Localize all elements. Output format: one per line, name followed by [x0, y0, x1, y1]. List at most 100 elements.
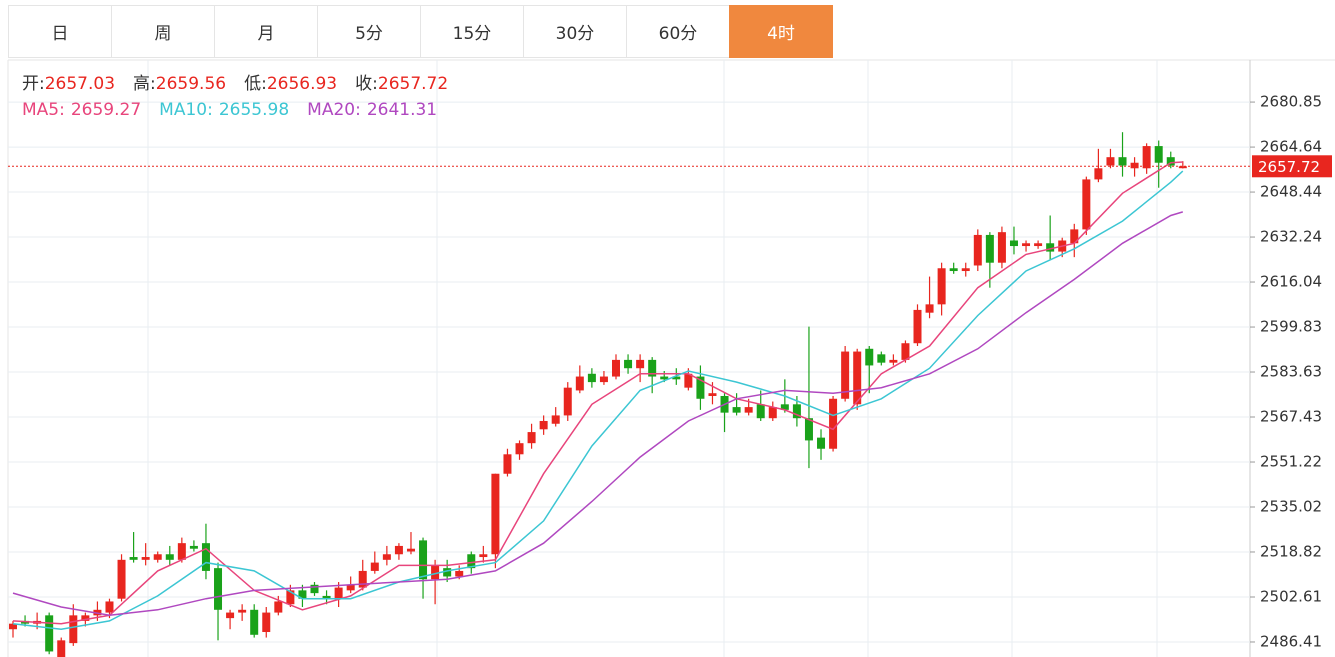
candle-body [238, 609, 247, 613]
candle-body [69, 615, 78, 644]
candle-body [322, 595, 331, 599]
y-tick-label: 2599.83 [1260, 318, 1322, 336]
ma-line [12, 161, 1183, 625]
candle-body [491, 473, 500, 555]
candle-body [624, 359, 633, 369]
candle-body [865, 348, 874, 366]
candle-body [165, 554, 174, 560]
candle-body [575, 376, 584, 391]
candle-body [925, 304, 934, 313]
timeframe-tab[interactable]: 60分 [626, 5, 730, 58]
tab-bar: 日周月 5分 15分 30分 60分 4时 [8, 5, 833, 58]
legend-name: MA10 [159, 100, 207, 120]
ma-line [12, 170, 1184, 630]
candle-body [117, 559, 126, 599]
timeframe-tab[interactable]: 5分 [317, 5, 421, 58]
candle-body [431, 565, 440, 580]
y-tick-label: 2648.44 [1260, 183, 1322, 201]
candle-body [141, 557, 150, 560]
legend-sep: : [59, 100, 65, 120]
candle-body [841, 351, 850, 399]
candle-body [310, 584, 319, 594]
candle-body [1034, 243, 1043, 247]
y-tick-label: 2518.82 [1260, 542, 1322, 560]
candle-body [57, 640, 66, 657]
legend-sep: : [207, 100, 213, 120]
candle-body [479, 554, 488, 558]
legend-value: 2641.31 [367, 100, 437, 120]
candle-body [298, 590, 307, 599]
candle-body [889, 359, 898, 363]
candle-body [877, 354, 886, 363]
y-tick-label: 2535.02 [1260, 498, 1322, 516]
candle-body [949, 268, 958, 272]
candle-body [551, 415, 560, 424]
ma-legend: MA5: 2659.27 MA10: 2655.98 MA20: 2641.31 [22, 100, 437, 120]
candle-body [274, 601, 283, 613]
candle-body [1106, 157, 1115, 166]
candle-body [1082, 179, 1091, 230]
candle-body [455, 570, 464, 577]
candle-body [1118, 157, 1127, 166]
legend-name: MA5 [22, 100, 59, 120]
candle-body [419, 540, 428, 580]
timeframe-tab[interactable]: 月 [214, 5, 318, 58]
price-tag [1252, 155, 1332, 178]
candle-body [153, 554, 162, 560]
candle-body [382, 554, 391, 560]
y-tick-label: 2551.22 [1260, 453, 1322, 471]
candle-body [1178, 166, 1187, 169]
timeframe-tab[interactable]: 30分 [523, 5, 627, 58]
candle-body [443, 568, 452, 577]
ohlc-label: 开: [22, 74, 45, 94]
candle-body [262, 612, 271, 633]
candle-body [684, 373, 693, 388]
y-tick-label: 2486.41 [1260, 632, 1322, 650]
candle-body [901, 343, 910, 360]
candle-body [829, 398, 838, 449]
y-tick-label: 2680.85 [1260, 93, 1322, 111]
timeframe-tab[interactable]: 4时 [729, 5, 833, 58]
candle-body [1154, 146, 1163, 163]
timeframe-tab[interactable]: 15分 [420, 5, 524, 58]
candle-body [1022, 243, 1031, 247]
candle-body [804, 418, 813, 441]
timeframe-tab[interactable]: 周 [111, 5, 215, 58]
ohlc-label: 低: [244, 74, 267, 94]
ohlc-value: 2659.56 [156, 74, 226, 94]
candle-body [732, 407, 741, 413]
candle-body [612, 359, 620, 377]
candle-body [756, 404, 765, 419]
candle-body [708, 393, 717, 396]
candle-body [45, 615, 54, 652]
candle-body [1094, 168, 1103, 180]
candle-body [648, 359, 657, 377]
candle-body [105, 601, 114, 613]
candle-body [853, 351, 862, 405]
candle-body [1142, 146, 1151, 169]
candle-body [1009, 240, 1018, 247]
candle-body [394, 545, 403, 555]
y-tick-label: 2567.43 [1260, 408, 1322, 426]
ohlc-value: 2656.93 [267, 74, 337, 94]
candle-body [780, 404, 789, 410]
y-tick-label: 2502.61 [1260, 587, 1322, 605]
timeframe-tab[interactable]: 日 [8, 5, 112, 58]
ohlc-label: 高: [133, 74, 156, 94]
candle-body [286, 590, 295, 605]
candle-body [985, 234, 994, 263]
candle-body [467, 554, 476, 569]
candle-body [563, 387, 572, 416]
candle-body [636, 359, 645, 369]
candle-body [817, 437, 826, 449]
candle-body [226, 612, 235, 619]
ohlc-info: 开:2657.03 高:2659.56 低:2656.93 收:2657.72 [22, 74, 448, 94]
candle-body [961, 268, 970, 272]
candle-body [81, 615, 90, 621]
candle-body [1166, 157, 1175, 166]
candle-body [599, 376, 608, 383]
candle-body [1046, 243, 1055, 252]
y-tick-label: 2632.24 [1260, 228, 1322, 246]
